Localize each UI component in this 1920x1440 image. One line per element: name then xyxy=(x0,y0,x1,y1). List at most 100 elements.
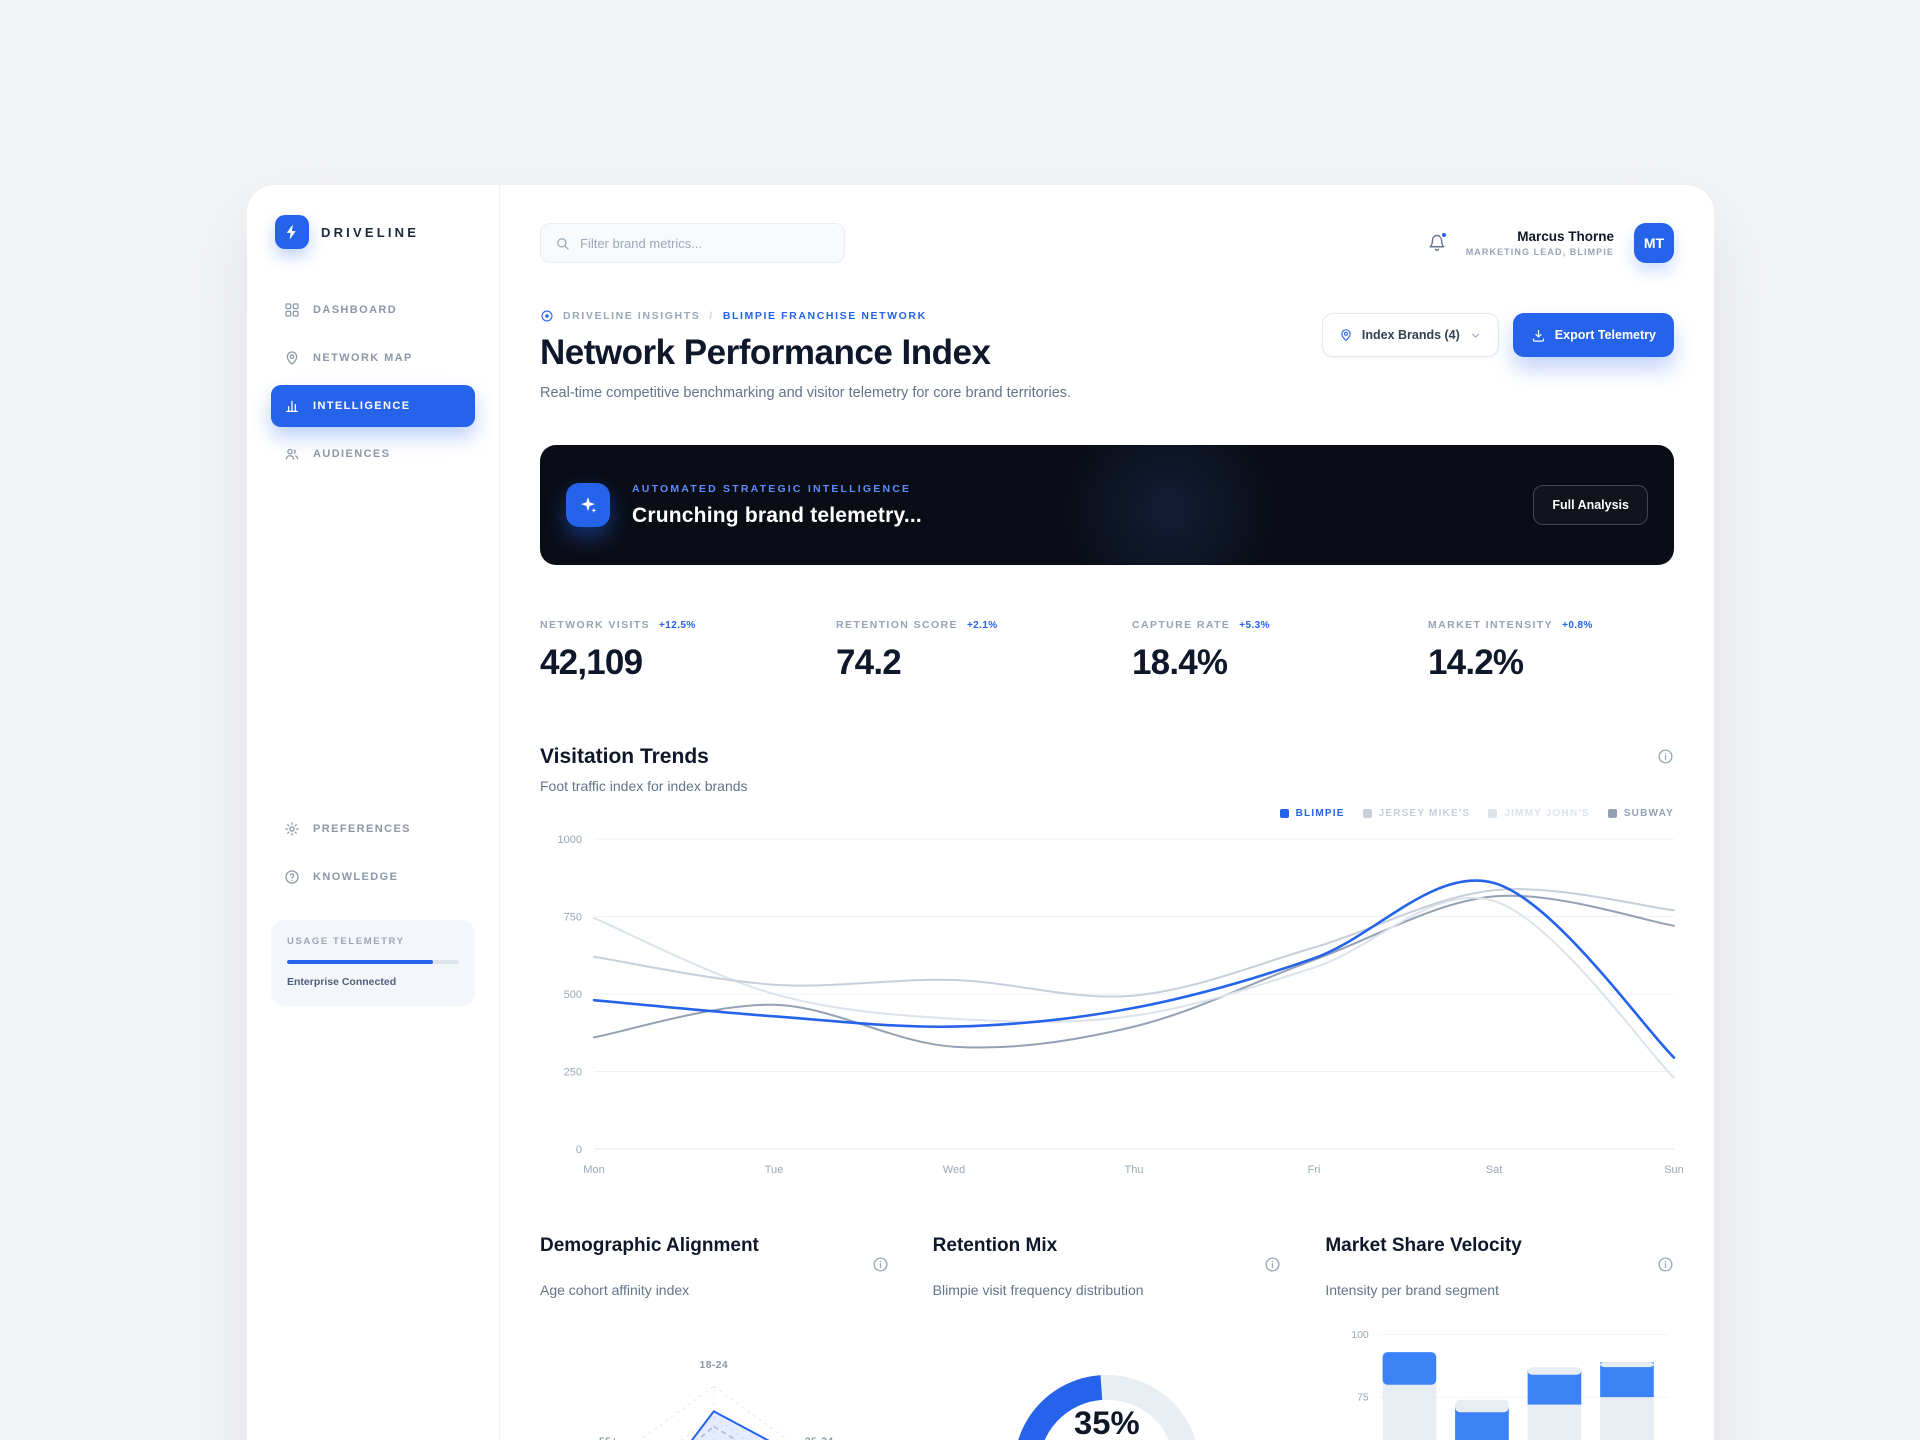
legend-swatch xyxy=(1362,809,1372,818)
gear-icon xyxy=(284,821,300,837)
usage-progress-fill xyxy=(287,960,434,964)
kpi-label: CAPTURE RATE xyxy=(1132,619,1231,631)
kpi-value: 74.2 xyxy=(836,643,902,682)
bottom-cards: Demographic Alignment Age cohort affinit… xyxy=(540,1235,1674,1440)
sidebar-item-audiences[interactable]: AUDIENCES xyxy=(271,433,475,475)
notifications-button[interactable] xyxy=(1428,231,1448,252)
svg-text:100: 100 xyxy=(1352,1330,1370,1341)
svg-text:750: 750 xyxy=(564,912,582,924)
visitation-trends-subtitle: Foot traffic index for index brands xyxy=(540,778,748,794)
user-name: Marcus Thorne xyxy=(1517,229,1614,244)
retention-mix-card: Retention Mix Blimpie visit frequency di… xyxy=(933,1235,1282,1440)
sidebar-item-label: KNOWLEDGE xyxy=(313,871,399,883)
kpi-market-intensity: MARKET INTENSITY +0.8% 14.2% xyxy=(1428,619,1674,683)
notification-dot xyxy=(1439,231,1448,239)
download-icon xyxy=(1531,328,1546,343)
svg-text:Fri: Fri xyxy=(1308,1164,1321,1176)
map-pin-icon xyxy=(284,350,300,366)
usage-telemetry-label: USAGE TELEMETRY xyxy=(287,936,405,947)
stacked-bar-chart: 100 75 xyxy=(1352,1330,1669,1440)
app-window: DRIVELINE DASHBOARD NETWORK MAP INTELLIGEN… xyxy=(247,185,1714,1440)
sidebar-item-knowledge[interactable]: KNOWLEDGE xyxy=(271,856,475,898)
full-analysis-button[interactable]: Full Analysis xyxy=(1533,485,1648,525)
demographic-alignment-card: Demographic Alignment Age cohort affinit… xyxy=(540,1235,889,1440)
sidebar-item-network-map[interactable]: NETWORK MAP xyxy=(271,337,475,379)
search-icon xyxy=(555,236,570,251)
legend-item-jersey-mike-s[interactable]: JERSEY MIKE'S xyxy=(1362,808,1471,819)
user-meta: Marcus Thorne MARKETING LEAD, BLIMPIE xyxy=(1466,229,1614,257)
donut-chart: 35% xyxy=(1017,1374,1196,1440)
svg-text:35%: 35% xyxy=(1074,1404,1140,1440)
usage-status: Enterprise Connected xyxy=(287,976,397,988)
radar-chart: 18-24 25-34 55+ xyxy=(599,1360,834,1440)
sidebar-nav: DASHBOARD NETWORK MAP INTELLIGENCE AUDIENCE… xyxy=(271,289,475,475)
breadcrumb-current[interactable]: BLIMPIE FRANCHISE NETWORK xyxy=(722,310,927,322)
sidebar-secondary-nav: PREFERENCES KNOWLEDGE xyxy=(271,808,475,898)
map-pin-icon xyxy=(1339,328,1353,342)
legend-label: BLIMPIE xyxy=(1295,808,1345,819)
bar-chart-icon xyxy=(284,398,300,414)
sidebar-item-dashboard[interactable]: DASHBOARD xyxy=(271,289,475,331)
legend-label: JERSEY MIKE'S xyxy=(1378,808,1471,819)
visitation-trends-chart: 0 250 500 750 1000 Mon Tue Wed Thu Fri Sat Sun xyxy=(558,834,1684,1176)
sidebar: DRIVELINE DASHBOARD NETWORK MAP INTELLIGEN… xyxy=(247,185,500,1440)
help-circle-icon xyxy=(284,869,300,885)
info-icon[interactable] xyxy=(872,1238,889,1273)
kpi-value: 14.2% xyxy=(1428,643,1524,682)
page-title: Network Performance Index xyxy=(540,333,991,372)
sidebar-item-label: DASHBOARD xyxy=(313,304,398,316)
sidebar-item-intelligence[interactable]: INTELLIGENCE xyxy=(271,385,475,427)
kpi-retention-score: RETENTION SCORE +2.1% 74.2 xyxy=(836,619,1132,683)
visitation-trends-section: Visitation Trends Foot traffic index for… xyxy=(540,745,1684,1179)
sidebar-item-label: AUDIENCES xyxy=(313,448,391,460)
page-header: DRIVELINE INSIGHTS / BLIMPIE FRANCHISE N… xyxy=(540,309,1674,401)
svg-text:250: 250 xyxy=(564,1067,582,1079)
kpi-delta: +5.3% xyxy=(1239,620,1270,631)
legend-item-jimmy-john-s[interactable]: JIMMY JOHN'S xyxy=(1488,808,1590,819)
svg-text:18-24: 18-24 xyxy=(700,1360,729,1371)
visitation-trends-title: Visitation Trends xyxy=(540,745,709,768)
info-icon[interactable] xyxy=(1657,748,1674,765)
users-icon xyxy=(284,446,300,462)
kpi-label: RETENTION SCORE xyxy=(836,619,958,631)
search-input[interactable] xyxy=(580,235,830,251)
svg-text:Sat: Sat xyxy=(1486,1164,1503,1176)
legend-swatch xyxy=(1488,809,1498,818)
card-subtitle: Age cohort affinity index xyxy=(540,1282,690,1298)
banner-eyebrow: AUTOMATED STRATEGIC INTELLIGENCE xyxy=(632,482,912,495)
usage-telemetry-card: USAGE TELEMETRY Enterprise Connected xyxy=(271,920,475,1006)
svg-text:0: 0 xyxy=(576,1144,582,1156)
breadcrumb: DRIVELINE INSIGHTS / BLIMPIE FRANCHISE N… xyxy=(540,309,1071,323)
breadcrumb-separator: / xyxy=(709,310,714,322)
legend-swatch xyxy=(1279,809,1289,818)
legend-swatch xyxy=(1607,809,1617,818)
brand-name: DRIVELINE xyxy=(321,224,420,240)
kpi-row: NETWORK VISITS +12.5% 42,109 RETENTION SCOR… xyxy=(540,619,1674,683)
header-controls: Index Brands (4) Export Telemetry xyxy=(1321,309,1674,401)
info-icon[interactable] xyxy=(1264,1238,1281,1273)
banner-decor xyxy=(1064,445,1274,565)
legend-item-blimpie[interactable]: BLIMPIE xyxy=(1279,808,1345,819)
brand-filter-select[interactable]: Index Brands (4) xyxy=(1321,313,1499,357)
sidebar-item-preferences[interactable]: PREFERENCES xyxy=(271,808,475,850)
legend-item-subway[interactable]: SUBWAY xyxy=(1607,808,1674,819)
bell-icon xyxy=(1428,234,1446,252)
sidebar-item-label: PREFERENCES xyxy=(313,823,411,835)
export-telemetry-button[interactable]: Export Telemetry xyxy=(1512,313,1674,357)
ai-intelligence-banner: AUTOMATED STRATEGIC INTELLIGENCE Crunchi… xyxy=(540,445,1674,565)
svg-text:Thu: Thu xyxy=(1125,1164,1144,1176)
main-content: Marcus Thorne MARKETING LEAD, BLIMPIE MT… xyxy=(500,185,1714,1440)
card-title: Retention Mix xyxy=(932,1235,1058,1256)
breadcrumb-root[interactable]: DRIVELINE INSIGHTS xyxy=(563,310,701,322)
avatar[interactable]: MT xyxy=(1634,223,1674,263)
banner-message: Crunching brand telemetry... xyxy=(632,503,922,527)
chevron-down-icon xyxy=(1469,329,1482,342)
info-icon[interactable] xyxy=(1657,1238,1674,1273)
search-box[interactable] xyxy=(540,223,845,263)
legend-label: SUBWAY xyxy=(1623,808,1674,819)
svg-text:25-34: 25-34 xyxy=(805,1436,834,1440)
sidebar-item-label: NETWORK MAP xyxy=(313,352,413,364)
kpi-label: MARKET INTENSITY xyxy=(1428,619,1554,631)
svg-text:1000: 1000 xyxy=(558,834,582,846)
kpi-value: 42,109 xyxy=(540,643,643,682)
